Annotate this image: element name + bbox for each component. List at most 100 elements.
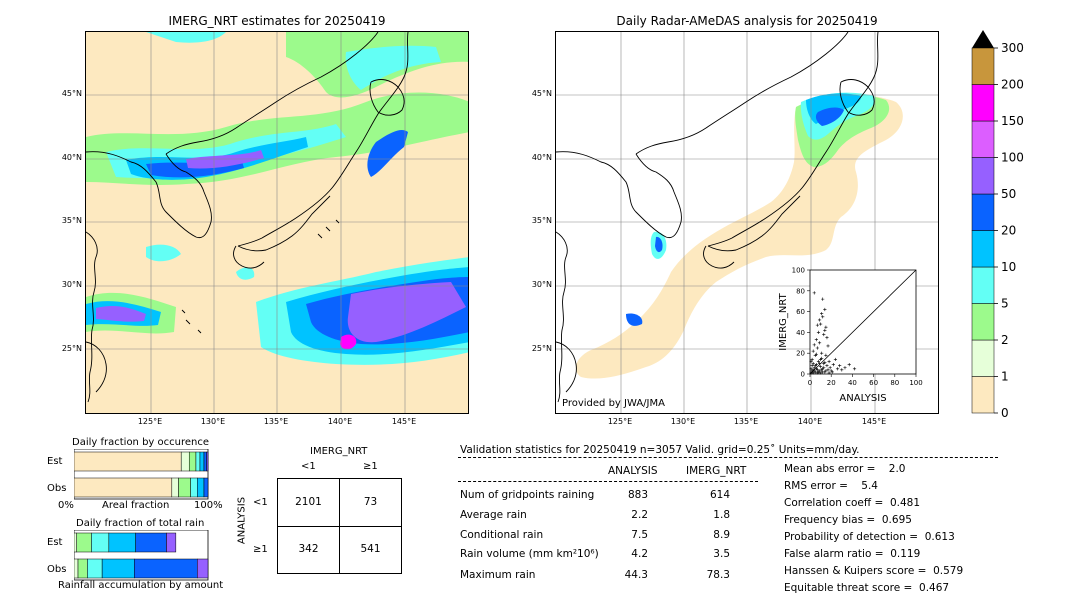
colorbar-swatch	[971, 84, 995, 122]
right-lat-label: 25°N	[531, 344, 552, 353]
contingency-row-label: ≥1	[253, 544, 268, 555]
col-header-imerg: IMERG_NRT	[686, 465, 747, 477]
fraction-segment	[180, 451, 190, 472]
left-map	[85, 31, 469, 414]
scatter-point	[819, 322, 823, 326]
scatter-point	[815, 371, 820, 375]
scatter-diagonal	[809, 269, 917, 375]
colorbar-swatch	[971, 266, 995, 304]
fraction-segment	[134, 558, 198, 579]
colorbar-tick-label: 150	[1001, 114, 1024, 128]
occurrence-axis-left: 0%	[58, 500, 74, 511]
scatter-point	[826, 344, 830, 348]
fraction-segment	[203, 451, 207, 472]
scatter-point	[816, 359, 821, 364]
stat-row-label: Average rain	[460, 509, 527, 521]
left-precip-layer	[86, 32, 468, 365]
right-lon-label: 130°E	[670, 417, 696, 426]
colorbar-tick-label: 10	[1001, 260, 1016, 274]
scatter-point	[847, 363, 851, 367]
left-graticule	[86, 32, 468, 413]
fraction-segment	[76, 532, 92, 553]
stat-row-imerg: 1.8	[713, 509, 730, 521]
scatter-points	[809, 291, 857, 375]
fraction-segment	[178, 477, 191, 498]
right-lat-label: 35°N	[531, 216, 552, 225]
fraction-segment	[206, 451, 209, 472]
scatter-point	[813, 364, 817, 368]
scatter-y-tick-label: 0	[801, 371, 805, 379]
score-line: False alarm ratio = 0.119	[784, 548, 921, 560]
scatter-point	[826, 368, 830, 372]
score-line: RMS error = 5.4	[784, 480, 878, 492]
right-coastlines	[556, 32, 879, 403]
scatter-x-tick-label: 80	[890, 379, 899, 387]
left-lat-label: 40°N	[61, 153, 82, 162]
scatter-point	[822, 332, 826, 337]
stat-row-analysis: 7.5	[631, 529, 648, 541]
fraction-segment	[195, 451, 201, 472]
scatter-point	[831, 363, 835, 367]
scatter-point	[822, 366, 826, 370]
colorbar-swatch	[971, 193, 995, 231]
scatter-point	[824, 369, 828, 373]
colorbar-tick-label: 50	[1001, 187, 1016, 201]
scatter-point	[852, 367, 857, 371]
left-lat-label: 30°N	[61, 280, 82, 289]
scatter-point	[819, 357, 823, 362]
colorbar-swatches	[971, 47, 995, 414]
rainfall-title: Daily fraction of total rain	[76, 518, 205, 529]
scatter-y-tick-label: 80	[796, 287, 805, 295]
rainfall-chart	[74, 530, 209, 581]
right-lat-label: 45°N	[531, 89, 552, 98]
scatter-point	[825, 336, 829, 340]
left-lon-label: 125°E	[137, 417, 163, 426]
scatter-point	[815, 346, 820, 350]
scatter-y-tick-label: 40	[796, 329, 805, 337]
scatter-point	[823, 328, 827, 332]
occurrence-chart	[74, 449, 209, 500]
score-line: Hanssen & Kuipers score = 0.579	[784, 565, 964, 577]
left-lat-label: 45°N	[61, 89, 82, 98]
scatter-point	[820, 312, 824, 316]
colorbar-tick-label: 0	[1001, 406, 1009, 420]
scatter-point	[821, 370, 825, 374]
fraction-segment	[101, 558, 135, 579]
stat-row-imerg: 8.9	[713, 529, 730, 541]
scatter-x-label: ANALYSIS	[839, 393, 886, 404]
scatter-point	[827, 371, 831, 375]
fraction-segment	[190, 477, 198, 498]
colorbar-swatch	[971, 120, 995, 158]
colorbar: 0 1 2 5 10 20 50 100 150 200 300	[971, 30, 1024, 420]
rainfall-row-label: Est	[47, 537, 63, 548]
left-lon-label: 140°E	[327, 417, 353, 426]
left-lat-label: 35°N	[61, 216, 82, 225]
contingency-col-label: <1	[301, 461, 316, 472]
scatter-point	[812, 366, 816, 370]
fraction-segment	[77, 558, 88, 579]
stat-row-analysis: 44.3	[624, 569, 648, 581]
stat-row-imerg: 78.3	[706, 569, 730, 581]
scatter-point	[817, 318, 822, 322]
contingency-cell: 342	[298, 543, 319, 555]
fraction-segment	[203, 477, 209, 498]
scatter-x-tick-label: 0	[808, 379, 812, 387]
scatter-point	[814, 352, 818, 356]
fraction-segment	[197, 477, 205, 498]
fraction-segment	[91, 532, 110, 553]
scatter-point	[820, 351, 824, 355]
fraction-segment	[171, 477, 179, 498]
scatter-point	[809, 359, 813, 364]
left-lon-label: 135°E	[263, 417, 289, 426]
fraction-segment	[74, 477, 173, 498]
scatter-y-tick-label: 20	[796, 350, 805, 358]
scatter-point	[838, 364, 842, 368]
fraction-segment	[199, 451, 205, 472]
scatter-point	[827, 359, 831, 364]
colorbar-swatch	[971, 376, 995, 414]
stat-row-analysis: 4.2	[631, 548, 648, 560]
stat-row-analysis: 2.2	[631, 509, 648, 521]
scatter-point	[820, 368, 824, 372]
scatter-point	[823, 307, 827, 312]
rainfall-row-label: Obs	[47, 564, 67, 575]
